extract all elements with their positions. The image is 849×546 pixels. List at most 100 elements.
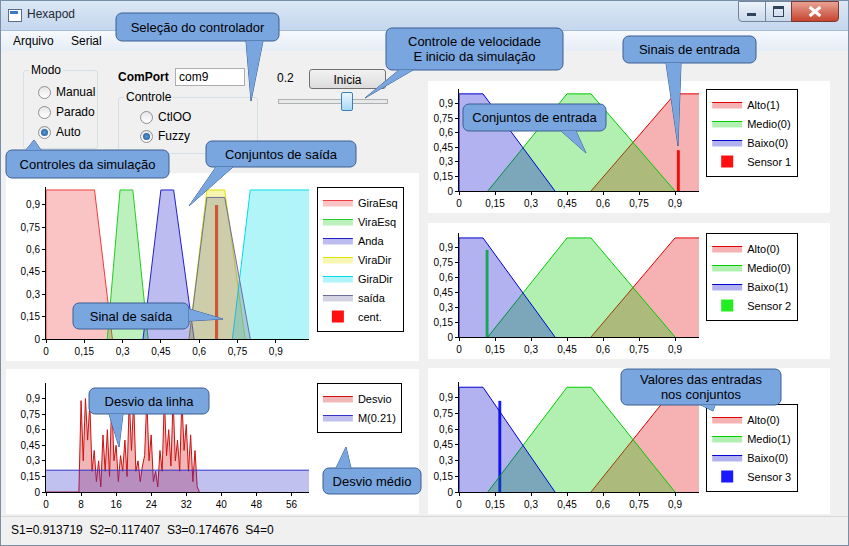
svg-text:0,45: 0,45 bbox=[434, 287, 454, 298]
svg-text:0: 0 bbox=[456, 344, 462, 355]
svg-text:0,75: 0,75 bbox=[228, 346, 248, 357]
svg-text:Alto(0): Alto(0) bbox=[747, 243, 779, 255]
svg-text:0,15: 0,15 bbox=[485, 198, 505, 209]
svg-text:Alto(1): Alto(1) bbox=[747, 99, 779, 111]
svg-text:0,15: 0,15 bbox=[21, 311, 41, 322]
svg-text:Sensor 1: Sensor 1 bbox=[747, 156, 791, 168]
svg-text:Conjuntos de entrada: Conjuntos de entrada bbox=[472, 110, 597, 125]
svg-text:Anda: Anda bbox=[358, 235, 385, 247]
svg-text:GiraDir: GiraDir bbox=[358, 273, 393, 285]
svg-text:0,3: 0,3 bbox=[26, 455, 40, 466]
svg-text:0,45: 0,45 bbox=[434, 142, 454, 153]
svg-text:saída: saída bbox=[358, 292, 386, 304]
svg-text:0: 0 bbox=[447, 332, 453, 343]
svg-text:Conjuntos de saída: Conjuntos de saída bbox=[225, 147, 338, 162]
svg-text:ViraDir: ViraDir bbox=[358, 254, 392, 266]
svg-text:0,75: 0,75 bbox=[434, 113, 454, 124]
svg-text:16: 16 bbox=[111, 499, 123, 510]
svg-text:GiraEsq: GiraEsq bbox=[358, 197, 398, 209]
svg-text:0,15: 0,15 bbox=[21, 471, 41, 482]
svg-text:M(0.21): M(0.21) bbox=[358, 412, 396, 424]
svg-text:0,9: 0,9 bbox=[668, 344, 682, 355]
svg-text:0,3: 0,3 bbox=[524, 198, 538, 209]
svg-text:0: 0 bbox=[447, 186, 453, 197]
svg-text:0: 0 bbox=[456, 499, 462, 510]
svg-text:Seleção do controlador: Seleção do controlador bbox=[131, 20, 265, 35]
svg-text:Sinal de saída: Sinal de saída bbox=[90, 309, 173, 324]
svg-text:0,9: 0,9 bbox=[26, 199, 40, 210]
svg-text:Sensor 2: Sensor 2 bbox=[747, 300, 791, 312]
svg-text:0,6: 0,6 bbox=[439, 272, 453, 283]
svg-text:0,9: 0,9 bbox=[668, 499, 682, 510]
svg-text:Desvio médio: Desvio médio bbox=[333, 474, 412, 489]
svg-text:Baixo(0): Baixo(0) bbox=[747, 137, 788, 149]
svg-text:0: 0 bbox=[34, 487, 40, 498]
svg-text:0,45: 0,45 bbox=[557, 499, 577, 510]
svg-text:0,9: 0,9 bbox=[439, 242, 453, 253]
svg-text:nos conjuntos: nos conjuntos bbox=[661, 387, 742, 402]
svg-text:0,75: 0,75 bbox=[434, 257, 454, 268]
svg-text:Controles da simulação: Controles da simulação bbox=[20, 157, 156, 172]
svg-text:0,75: 0,75 bbox=[21, 222, 41, 233]
svg-text:Baixo(0): Baixo(0) bbox=[747, 452, 788, 464]
svg-text:0,45: 0,45 bbox=[434, 439, 454, 450]
svg-text:0,75: 0,75 bbox=[434, 408, 454, 419]
svg-text:0,45: 0,45 bbox=[557, 344, 577, 355]
svg-text:0,75: 0,75 bbox=[629, 344, 649, 355]
svg-text:0,9: 0,9 bbox=[668, 198, 682, 209]
svg-text:Sensor 3: Sensor 3 bbox=[747, 471, 791, 483]
svg-text:0: 0 bbox=[43, 346, 49, 357]
svg-text:0,6: 0,6 bbox=[439, 424, 453, 435]
svg-text:Medio(1): Medio(1) bbox=[747, 433, 790, 445]
svg-text:0,15: 0,15 bbox=[434, 471, 454, 482]
svg-text:Alto(0): Alto(0) bbox=[747, 414, 779, 426]
svg-text:0,9: 0,9 bbox=[439, 392, 453, 403]
svg-text:0,6: 0,6 bbox=[596, 344, 610, 355]
svg-text:0,6: 0,6 bbox=[596, 499, 610, 510]
svg-text:0,15: 0,15 bbox=[434, 171, 454, 182]
svg-text:0,9: 0,9 bbox=[439, 98, 453, 109]
svg-text:Sinais de entrada: Sinais de entrada bbox=[639, 42, 741, 57]
svg-text:Valores das entradas: Valores das entradas bbox=[640, 372, 762, 387]
svg-text:0,3: 0,3 bbox=[439, 156, 453, 167]
svg-text:0,15: 0,15 bbox=[434, 317, 454, 328]
svg-text:48: 48 bbox=[251, 499, 263, 510]
svg-text:E inicio da simulação: E inicio da simulação bbox=[413, 49, 535, 64]
svg-text:0: 0 bbox=[43, 499, 49, 510]
svg-text:0,6: 0,6 bbox=[26, 244, 40, 255]
svg-text:ViraEsq: ViraEsq bbox=[358, 216, 396, 228]
svg-text:0,45: 0,45 bbox=[557, 198, 577, 209]
svg-text:0,9: 0,9 bbox=[26, 393, 40, 404]
svg-text:0,3: 0,3 bbox=[116, 346, 130, 357]
svg-text:Controle de velocidade: Controle de velocidade bbox=[408, 34, 541, 49]
svg-text:40: 40 bbox=[216, 499, 228, 510]
svg-text:0,15: 0,15 bbox=[485, 499, 505, 510]
svg-text:0: 0 bbox=[456, 198, 462, 209]
svg-text:0,3: 0,3 bbox=[524, 499, 538, 510]
svg-text:0,9: 0,9 bbox=[269, 346, 283, 357]
svg-text:0: 0 bbox=[447, 487, 453, 498]
svg-text:cent.: cent. bbox=[358, 311, 382, 323]
svg-text:Desvio da linha: Desvio da linha bbox=[105, 394, 195, 409]
svg-text:0,75: 0,75 bbox=[629, 499, 649, 510]
svg-text:0,6: 0,6 bbox=[439, 127, 453, 138]
svg-text:Medio(0): Medio(0) bbox=[747, 262, 790, 274]
svg-text:0,75: 0,75 bbox=[21, 409, 41, 420]
svg-text:0,45: 0,45 bbox=[151, 346, 171, 357]
svg-text:0: 0 bbox=[34, 334, 40, 345]
svg-text:0,3: 0,3 bbox=[524, 344, 538, 355]
svg-text:0,6: 0,6 bbox=[26, 424, 40, 435]
svg-text:0,6: 0,6 bbox=[596, 198, 610, 209]
svg-text:0,45: 0,45 bbox=[21, 266, 41, 277]
svg-text:Medio(0): Medio(0) bbox=[747, 118, 790, 130]
svg-text:0,15: 0,15 bbox=[75, 346, 95, 357]
svg-text:0,3: 0,3 bbox=[26, 289, 40, 300]
svg-text:Baixo(1): Baixo(1) bbox=[747, 281, 788, 293]
svg-text:0,3: 0,3 bbox=[439, 302, 453, 313]
svg-text:0,6: 0,6 bbox=[192, 346, 206, 357]
svg-text:0,3: 0,3 bbox=[439, 455, 453, 466]
svg-text:0,15: 0,15 bbox=[485, 344, 505, 355]
svg-text:32: 32 bbox=[181, 499, 193, 510]
svg-text:24: 24 bbox=[146, 499, 158, 510]
svg-text:Desvio: Desvio bbox=[358, 393, 392, 405]
